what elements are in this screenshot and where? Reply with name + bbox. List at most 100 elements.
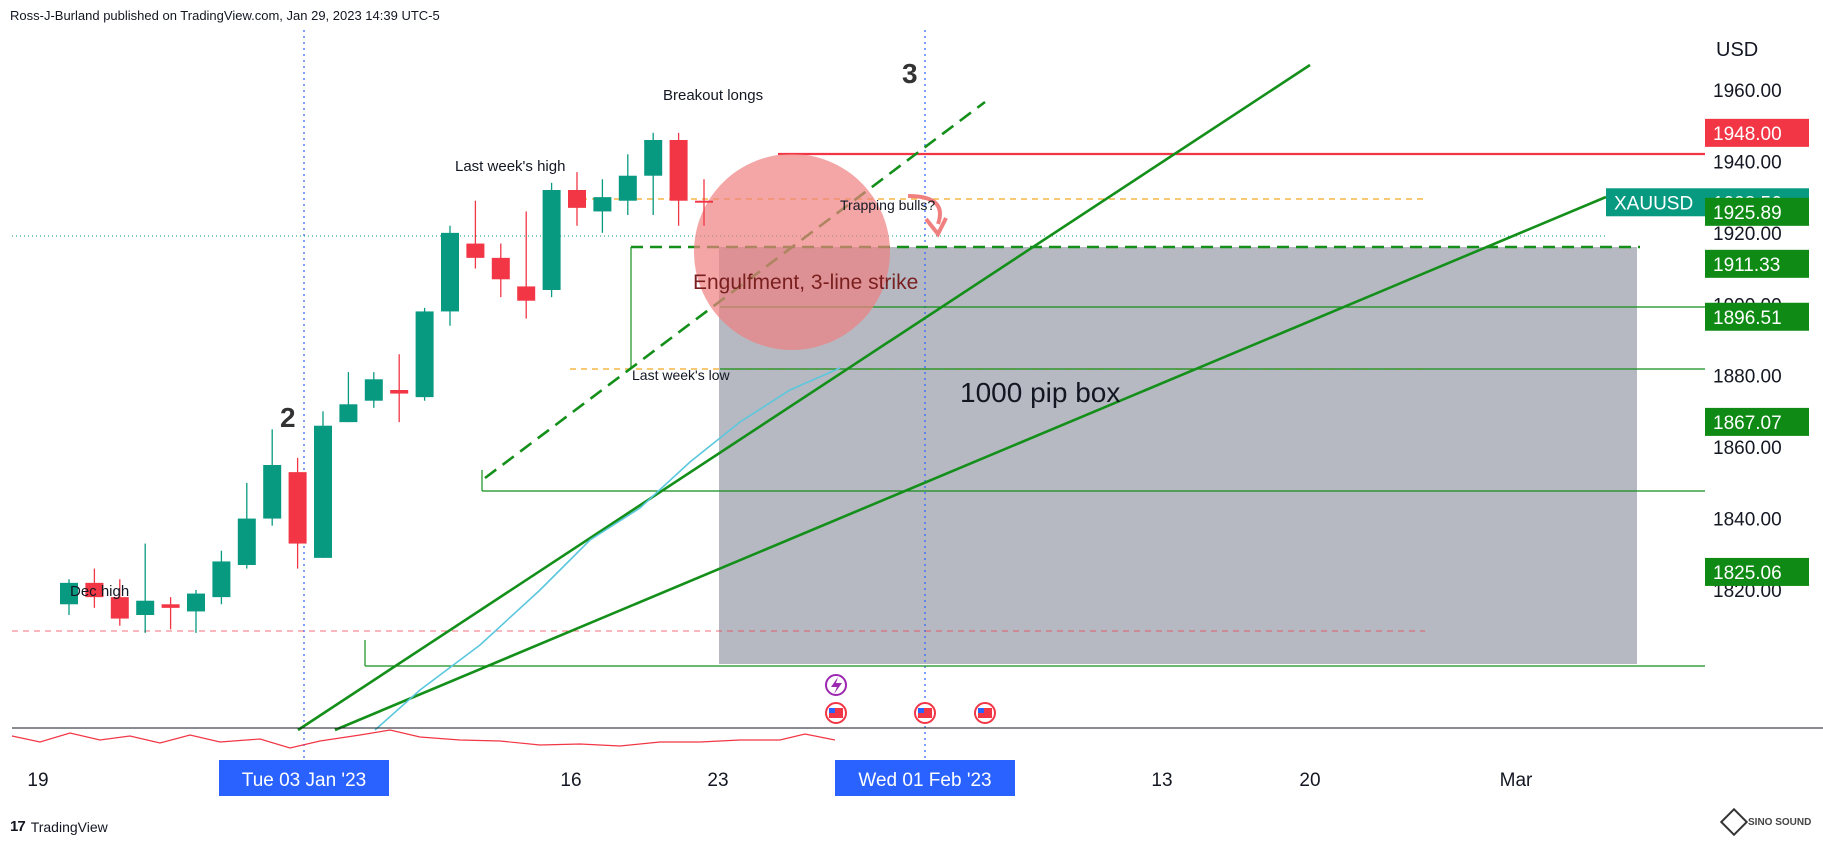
trapping-arrow-icon xyxy=(907,194,948,238)
candle xyxy=(237,482,256,569)
price-level-badge: 1896.51 xyxy=(1705,302,1809,331)
candle-body xyxy=(466,243,485,258)
candle-body xyxy=(364,379,383,401)
candle-body xyxy=(695,200,713,203)
candle-body xyxy=(110,597,129,619)
candle-body xyxy=(669,140,688,201)
candle xyxy=(314,411,332,558)
price-level-badge: 1825.06 xyxy=(1705,557,1809,586)
candle-body xyxy=(288,472,307,544)
candle xyxy=(593,179,612,233)
candle xyxy=(263,429,282,526)
candle xyxy=(491,243,510,298)
tradingview-logo-text: TradingView xyxy=(30,818,108,835)
candle xyxy=(288,457,307,569)
svg-text:Tue 03 Jan '23: Tue 03 Jan '23 xyxy=(242,770,366,791)
candle xyxy=(60,579,78,615)
price-level-value: 1948.00 xyxy=(1713,124,1782,145)
candle xyxy=(466,200,485,269)
x-tick-label: 19 xyxy=(27,770,48,791)
svg-text:Wed 01 Feb '23: Wed 01 Feb '23 xyxy=(858,770,991,791)
candle xyxy=(644,132,663,215)
annotation-wave-2: 2 xyxy=(280,402,296,433)
event-lightning-icon[interactable] xyxy=(825,674,847,696)
candle xyxy=(85,568,104,608)
currency-label: USD xyxy=(1716,39,1758,61)
event-us-flag-icon[interactable] xyxy=(914,702,936,724)
annotation-pip-box: 1000 pip box xyxy=(960,377,1120,408)
candle-body xyxy=(314,425,332,558)
candle xyxy=(212,550,231,605)
candles-group xyxy=(60,132,713,633)
candle xyxy=(441,225,459,326)
price-level-labels: 1948.00XAUUSD1928.561925.891911.331896.5… xyxy=(1606,118,1809,586)
event-us-flag-icon[interactable] xyxy=(974,702,996,724)
engulfment-circle xyxy=(694,154,890,350)
x-tick-label: 16 xyxy=(560,770,581,791)
candle-body xyxy=(136,600,155,615)
price-level-badge: 1925.89 xyxy=(1705,197,1809,226)
pip-box xyxy=(719,247,1637,664)
candle xyxy=(110,579,129,626)
y-tick-label: 1920.00 xyxy=(1713,224,1782,245)
symbol-label: XAUUSD xyxy=(1614,193,1693,214)
candle xyxy=(517,211,536,319)
candle xyxy=(618,154,637,215)
watermark-text: SINO SOUND xyxy=(1748,816,1812,828)
y-axis[interactable]: 1820.001840.001860.001880.001900.001920.… xyxy=(1713,81,1782,602)
candle-body xyxy=(593,197,612,212)
candle-body xyxy=(212,561,231,598)
candle xyxy=(339,372,358,423)
x-tick-label: 13 xyxy=(1151,770,1172,791)
y-tick-label: 1820.00 xyxy=(1713,581,1782,602)
annotation-last-week-high: Last week's high xyxy=(455,158,565,175)
price-level-value: 1925.89 xyxy=(1713,203,1782,224)
price-level-value: 1911.33 xyxy=(1713,255,1780,276)
x-tick-label: 23 xyxy=(707,770,728,791)
annotation-dec-high: Dec high xyxy=(70,583,129,600)
y-tick-label: 1940.00 xyxy=(1713,152,1782,173)
candle xyxy=(390,354,409,423)
diamond-logo-icon xyxy=(1719,807,1749,837)
candle xyxy=(542,182,561,298)
oscillator-line xyxy=(11,729,836,749)
price-level-value: 1825.06 xyxy=(1713,563,1782,584)
x-tick-label: Mar xyxy=(1500,770,1533,791)
candle xyxy=(161,597,180,630)
candle xyxy=(669,132,688,226)
annotation-breakout-longs: Breakout longs xyxy=(663,87,763,104)
publisher-byline: Ross-J-Burland published on TradingView.… xyxy=(10,8,440,23)
candle-body xyxy=(491,257,510,280)
candle-body xyxy=(161,604,180,608)
y-tick-label: 1840.00 xyxy=(1713,510,1782,531)
candle-body xyxy=(517,286,536,301)
candle-body xyxy=(339,404,358,423)
sino-sound-watermark: SINO SOUND xyxy=(1719,807,1812,837)
candle xyxy=(136,543,155,633)
trendline-shallow xyxy=(334,195,1607,732)
candle-body xyxy=(415,311,434,398)
price-level-value: 1896.51 xyxy=(1713,308,1782,329)
x-highlight-label: Wed 01 Feb '23 xyxy=(835,760,1015,796)
candle xyxy=(415,307,434,401)
x-axis[interactable]: 19 16 23 13 20 Mar Tue 03 Jan '23 Wed 01 Feb '2… xyxy=(27,760,1533,796)
candle-body xyxy=(85,582,104,598)
candle xyxy=(695,179,713,226)
candle-body xyxy=(187,593,205,612)
trendline-steep xyxy=(297,63,1311,732)
candle-body xyxy=(263,465,282,519)
price-level-badge: 1911.33 xyxy=(1705,249,1809,278)
candle-body xyxy=(237,518,256,565)
candle-body xyxy=(568,190,586,208)
tradingview-logo[interactable]: 17 TradingView xyxy=(10,818,108,835)
candle-body xyxy=(618,175,637,201)
price-level-value: 1867.07 xyxy=(1713,413,1782,434)
annotation-last-week-low: Last week's low xyxy=(632,367,730,383)
event-us-flag-icon[interactable] xyxy=(825,702,847,724)
candle-body xyxy=(542,190,561,290)
x-highlight-label: Tue 03 Jan '23 xyxy=(219,760,389,796)
y-tick-label: 1960.00 xyxy=(1713,81,1782,102)
moving-average-line xyxy=(374,367,841,731)
candle-body xyxy=(60,582,78,605)
